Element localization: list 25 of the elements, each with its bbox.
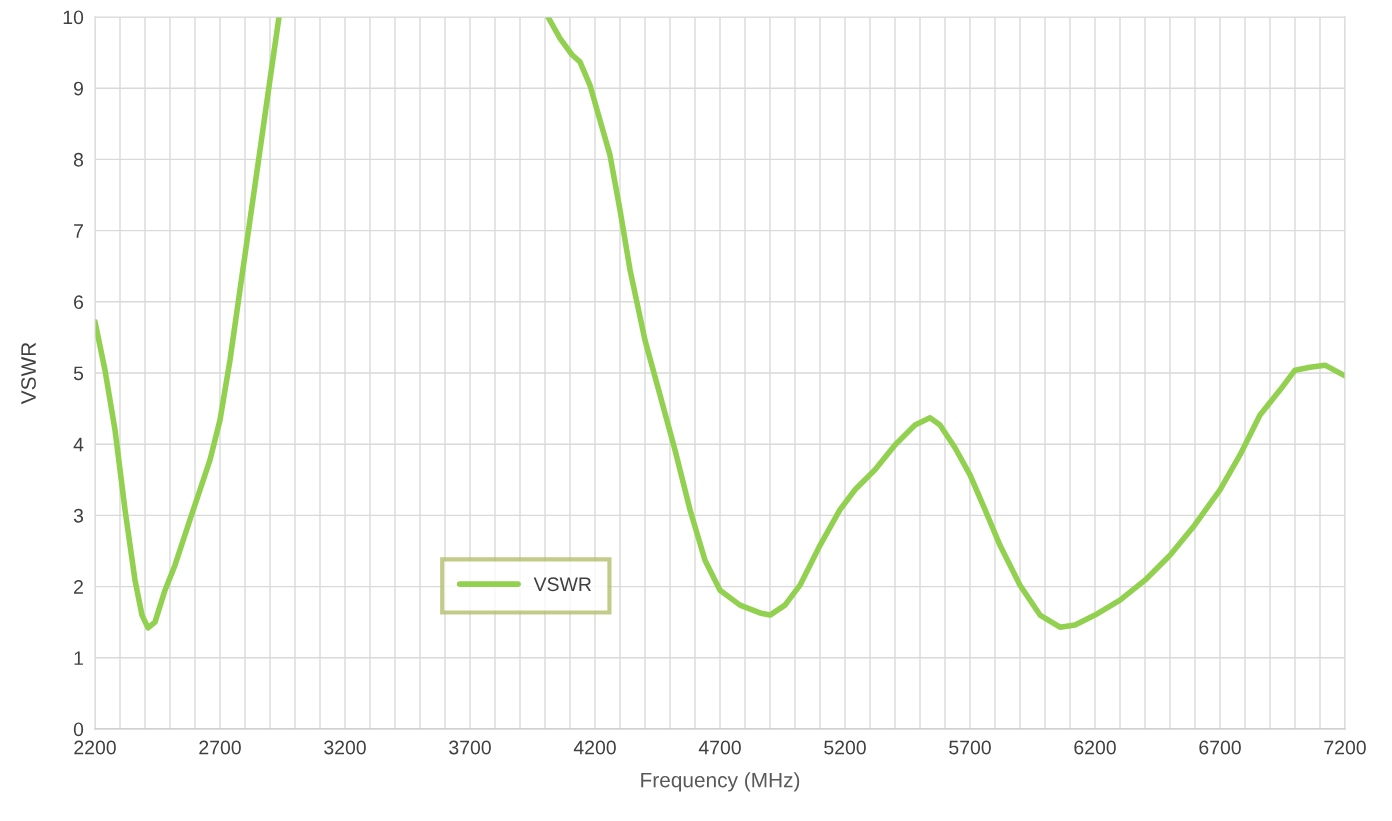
x-tick-label: 6700 — [1199, 740, 1241, 755]
y-tick-label: 10 — [63, 10, 84, 25]
x-tick-label: 4200 — [573, 740, 616, 755]
y-tick-label: 1 — [74, 651, 83, 665]
x-tick-label: 3200 — [324, 740, 366, 755]
x-tick-label: 3700 — [449, 740, 491, 755]
x-tick-label: 2700 — [199, 740, 241, 755]
legend-label: VSWR — [533, 577, 592, 592]
y-tick-label: 0 — [73, 722, 84, 737]
y-tick-label: 7 — [74, 224, 83, 238]
y-tick-label: 6 — [74, 295, 84, 310]
y-tick-label: 3 — [73, 508, 84, 523]
x-tick-label: 7200 — [1324, 740, 1366, 755]
x-tick-label: 5200 — [824, 740, 866, 755]
y-axis-title: VSWR — [21, 342, 36, 405]
x-tick-label: 2200 — [74, 740, 116, 755]
y-tick-label: 8 — [73, 152, 84, 167]
x-axis-title: Frequency (MHz) — [641, 772, 800, 792]
y-tick-label: 5 — [73, 366, 84, 381]
y-tick-label: 2 — [74, 580, 83, 594]
y-tick-label: 9 — [73, 81, 83, 96]
x-tick-label: 5700 — [949, 740, 991, 755]
x-tick-label: 6200 — [1074, 740, 1116, 755]
y-tick-label: 4 — [73, 437, 84, 452]
x-tick-label: 4700 — [698, 740, 741, 755]
